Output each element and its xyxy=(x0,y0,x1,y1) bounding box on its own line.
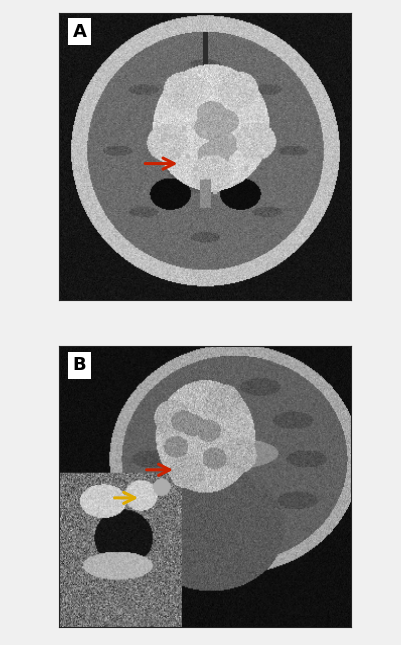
Text: B: B xyxy=(73,356,86,374)
Text: A: A xyxy=(73,23,86,41)
